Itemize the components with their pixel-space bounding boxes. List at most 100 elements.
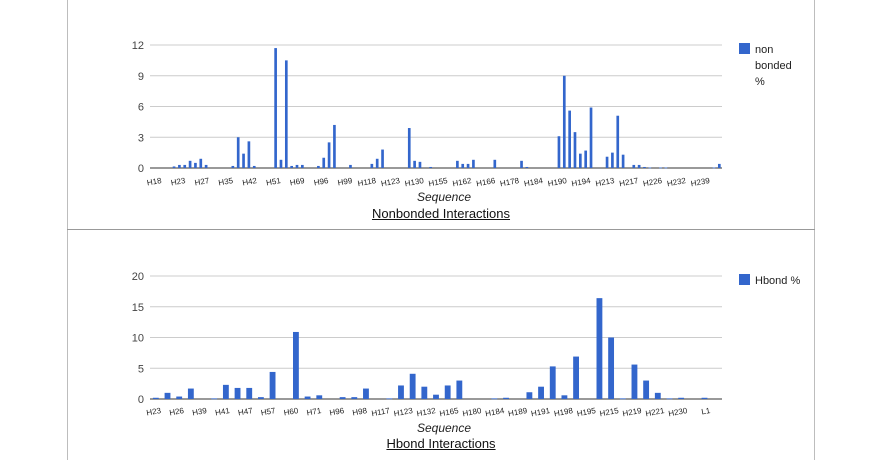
chart1-bar xyxy=(178,164,181,168)
chart1-xtick-label: H23 xyxy=(170,176,187,188)
chart1-bar xyxy=(247,141,251,168)
chart1-bar xyxy=(466,163,470,168)
chart2-bar xyxy=(538,386,544,399)
chart2-bar xyxy=(561,395,568,399)
chart1-bar xyxy=(621,154,625,168)
chart2-bar xyxy=(444,385,451,399)
chart1-bar xyxy=(279,159,283,168)
chart1-bar xyxy=(274,48,277,168)
chart2-xtick-label: H60 xyxy=(283,406,300,418)
chart1-xtick-label: H184 xyxy=(523,176,544,188)
chart2-xtick-label: H189 xyxy=(507,406,528,418)
chart1-bar xyxy=(194,162,197,169)
chart2-xtick-label: H132 xyxy=(416,406,437,418)
chart1-bar xyxy=(290,165,293,168)
chart-frame xyxy=(67,0,815,460)
chart1-bar xyxy=(407,128,411,168)
chart2-xtick-label: H191 xyxy=(530,406,551,418)
chart2-xtick-label: H57 xyxy=(260,406,277,418)
chart2-xtick-label: H198 xyxy=(553,406,574,418)
chart1-bar xyxy=(231,165,235,168)
chart2-xtick-label: H221 xyxy=(645,406,666,418)
chart2-ytick-label: 10 xyxy=(132,333,144,345)
chart2-bar xyxy=(304,396,311,399)
chart2-legend[interactable]: Hbond % xyxy=(739,273,803,289)
chart2-bar xyxy=(176,396,183,399)
chart2-bar xyxy=(246,387,253,399)
chart1-bar xyxy=(172,166,176,168)
chart1-xtick-label: H178 xyxy=(499,176,520,188)
chart1-xtick-label: H190 xyxy=(547,176,568,188)
chart2-bar xyxy=(608,337,615,399)
chart1-x-axis-title: Sequence xyxy=(417,190,471,204)
chart1-bar xyxy=(589,107,593,168)
chart2-bar xyxy=(152,397,159,399)
chart1-bar xyxy=(568,110,571,168)
chart1-bar xyxy=(284,60,288,169)
chart1-bar xyxy=(333,124,336,168)
chart2-bar xyxy=(666,398,673,400)
chart1-ytick-label: 6 xyxy=(138,102,144,114)
chart2-xtick-label: L1 xyxy=(701,406,712,417)
chart1-bar xyxy=(236,137,240,168)
chart1-bar xyxy=(461,163,465,168)
chart2-bar xyxy=(573,356,579,399)
chart2-xtick-label: H180 xyxy=(462,406,483,418)
chart1-bar xyxy=(643,166,646,168)
chart1-bar xyxy=(188,160,192,168)
chart2-xtick-label: H219 xyxy=(622,406,643,418)
chart1-xtick-label: H96 xyxy=(313,176,330,188)
chart1-bar xyxy=(493,159,497,168)
chart2-xtick-label: H98 xyxy=(352,406,369,418)
chart2-bar xyxy=(339,397,346,399)
chart2-x-axis-title: Sequence xyxy=(417,421,471,435)
chart1-bar xyxy=(632,164,636,168)
chart2-xtick-label: H41 xyxy=(214,406,231,418)
chart1-xtick-label: H27 xyxy=(194,176,211,188)
chart2-bar xyxy=(596,298,603,399)
chart1-xtick-label: H69 xyxy=(289,176,306,188)
chart1-bar xyxy=(322,157,326,168)
chart2-bar xyxy=(456,380,463,399)
chart1-legend[interactable]: non bonded % xyxy=(739,42,803,90)
chart1-xtick-label: H194 xyxy=(571,176,592,188)
chart1-xtick-label: H35 xyxy=(218,176,235,188)
chart2-xtick-label: H47 xyxy=(237,406,254,418)
chart1-bar xyxy=(712,167,716,169)
chart2-xtick-label: H96 xyxy=(329,406,346,418)
chart1-xtick-label: H166 xyxy=(476,176,497,188)
chart1-xtick-label: H232 xyxy=(666,176,687,188)
chart1-bar xyxy=(349,164,352,168)
chart1-bar xyxy=(413,160,416,168)
chart2-xtick-label: H195 xyxy=(576,406,597,418)
chart2-bar xyxy=(503,397,509,399)
chart1-bar xyxy=(199,158,203,168)
chart2-xtick-label: H215 xyxy=(599,406,620,418)
chart1-xtick-label: H162 xyxy=(452,176,473,188)
chart1-xtick-label: H42 xyxy=(242,176,259,188)
chart2-xtick-label: H230 xyxy=(668,406,689,418)
chart2-bar xyxy=(398,385,404,399)
chart1-bar xyxy=(664,167,668,169)
chart1-bar xyxy=(525,166,529,168)
chart2-bar xyxy=(187,388,194,399)
chart1-ytick-label: 9 xyxy=(138,71,144,83)
chart2-ytick-label: 15 xyxy=(132,302,144,314)
chart1-bar xyxy=(648,167,652,169)
chart1-bar xyxy=(317,165,320,168)
chart1-xtick-label: H18 xyxy=(146,176,163,188)
chart2-bar xyxy=(363,388,369,399)
chart2-ytick-label: 5 xyxy=(138,363,144,375)
chart2-xtick-label: H123 xyxy=(393,406,414,418)
chart1-bar xyxy=(579,153,582,168)
chart1-bar xyxy=(659,167,662,169)
chart2-bar xyxy=(386,398,393,400)
chart1-ytick-label: 0 xyxy=(138,163,144,175)
chart1-bar xyxy=(295,164,299,168)
chart2-bar xyxy=(631,364,638,399)
chart2-bar xyxy=(293,331,299,399)
chart2-ytick-label: 0 xyxy=(138,394,144,406)
chart1-legend-label: non bonded % xyxy=(755,44,792,88)
chart2-bar xyxy=(257,397,264,399)
